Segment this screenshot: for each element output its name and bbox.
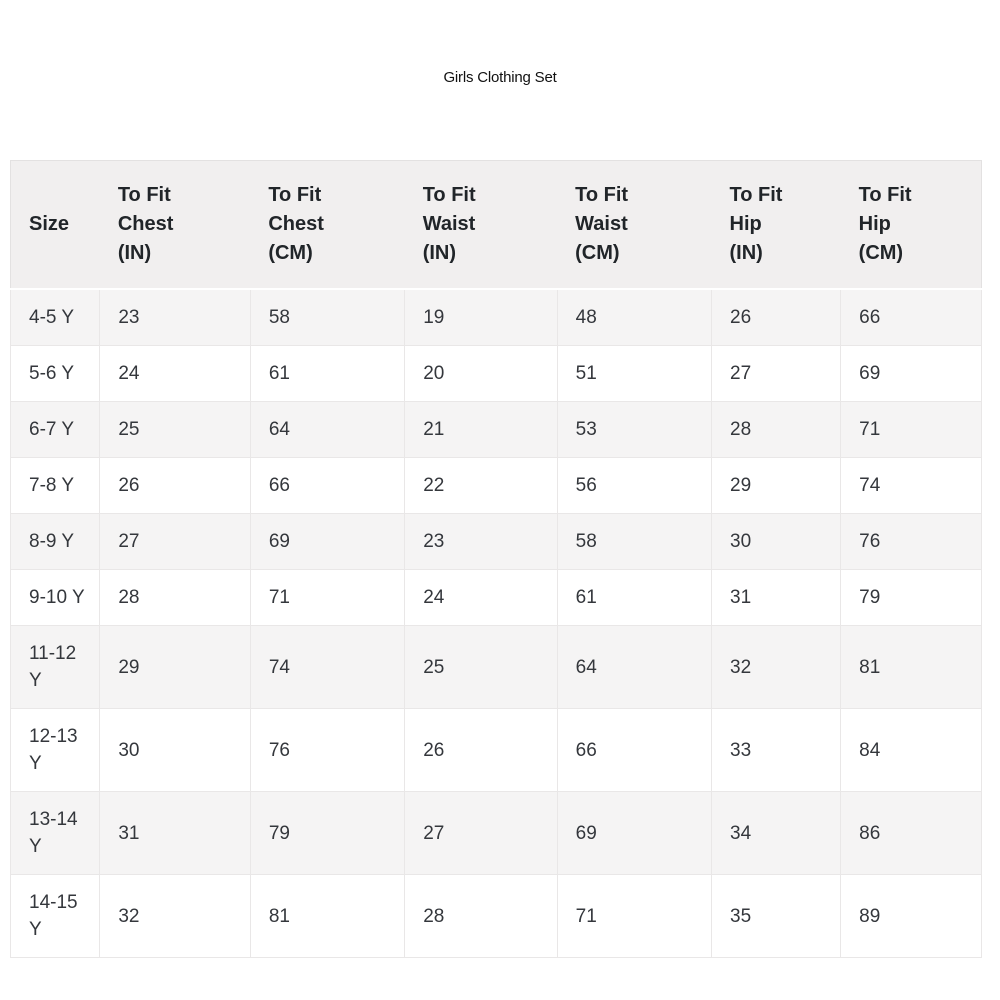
size-cell: 13-14 Y — [9, 791, 101, 875]
measurement-cell: 26 — [99, 457, 251, 514]
measurement-cell: 27 — [99, 513, 251, 570]
measurement-cell: 71 — [556, 874, 713, 958]
measurement-cell: 28 — [99, 569, 251, 626]
measurement-cell: 22 — [404, 457, 558, 514]
measurement-cell: 79 — [249, 791, 406, 875]
column-header: To Fit Waist (IN) — [404, 160, 558, 290]
measurement-cell: 28 — [711, 401, 842, 458]
size-cell: 12-13 Y — [9, 708, 101, 792]
measurement-cell: 66 — [556, 708, 713, 792]
table-row: 9-10 Y 28 71 24 61 31 79 — [9, 569, 982, 626]
measurement-cell: 61 — [556, 569, 713, 626]
measurement-cell: 21 — [404, 401, 558, 458]
measurement-cell: 48 — [556, 288, 713, 346]
table-row: 5-6 Y 24 61 20 51 27 69 — [9, 345, 982, 402]
measurement-cell: 69 — [840, 345, 982, 402]
measurement-cell: 32 — [99, 874, 251, 958]
measurement-cell: 61 — [249, 345, 406, 402]
measurement-cell: 19 — [404, 288, 558, 346]
column-header: To Fit Hip (CM) — [840, 160, 982, 290]
size-cell: 7-8 Y — [9, 457, 101, 514]
measurement-cell: 71 — [249, 569, 406, 626]
size-cell: 11-12 Y — [9, 625, 101, 709]
measurement-cell: 58 — [249, 288, 406, 346]
table-row: 12-13 Y 30 76 26 66 33 84 — [9, 708, 982, 792]
measurement-cell: 66 — [249, 457, 406, 514]
measurement-cell: 31 — [99, 791, 251, 875]
measurement-cell: 66 — [840, 288, 982, 346]
table-row: 13-14 Y 31 79 27 69 34 86 — [9, 791, 982, 875]
measurement-cell: 29 — [711, 457, 842, 514]
column-header: To Fit Chest (IN) — [99, 160, 251, 290]
measurement-cell: 56 — [556, 457, 713, 514]
table-row: 11-12 Y 29 74 25 64 32 81 — [9, 625, 982, 709]
column-header: To Fit Chest (CM) — [250, 160, 405, 290]
table-header: Size To Fit Chest (IN) To Fit Chest (CM) To… — [10, 160, 982, 290]
page-title: Girls Clothing Set — [443, 69, 557, 86]
size-cell: 8-9 Y — [9, 513, 101, 570]
table-row: 8-9 Y 27 69 23 58 30 76 — [9, 513, 982, 570]
column-header: To Fit Hip (IN) — [711, 160, 841, 290]
measurement-cell: 30 — [711, 513, 842, 570]
measurement-cell: 25 — [404, 625, 558, 709]
measurement-cell: 64 — [556, 625, 713, 709]
measurement-cell: 20 — [404, 345, 558, 402]
measurement-cell: 26 — [711, 288, 842, 346]
header-row: Size To Fit Chest (IN) To Fit Chest (CM) To… — [10, 160, 982, 290]
size-cell: 9-10 Y — [9, 569, 101, 626]
table-row: 7-8 Y 26 66 22 56 29 74 — [9, 457, 982, 514]
table-row: 4-5 Y 23 58 19 48 26 66 — [9, 288, 982, 346]
measurement-cell: 74 — [840, 457, 982, 514]
measurement-cell: 51 — [556, 345, 713, 402]
measurement-cell: 26 — [404, 708, 558, 792]
table-row: 14-15 Y 32 81 28 71 35 89 — [9, 874, 982, 958]
size-cell: 4-5 Y — [9, 288, 101, 346]
measurement-cell: 84 — [840, 708, 982, 792]
column-header-size: Size — [10, 160, 100, 290]
measurement-cell: 81 — [840, 625, 982, 709]
size-cell: 14-15 Y — [9, 874, 101, 958]
measurement-cell: 25 — [99, 401, 251, 458]
measurement-cell: 31 — [711, 569, 842, 626]
measurement-cell: 24 — [99, 345, 251, 402]
measurement-cell: 32 — [711, 625, 842, 709]
measurement-cell: 23 — [99, 288, 251, 346]
size-chart-table: Size To Fit Chest (IN) To Fit Chest (CM) To… — [9, 160, 982, 958]
measurement-cell: 64 — [249, 401, 406, 458]
measurement-cell: 69 — [249, 513, 406, 570]
measurement-cell: 58 — [556, 513, 713, 570]
measurement-cell: 71 — [840, 401, 982, 458]
measurement-cell: 27 — [404, 791, 558, 875]
measurement-cell: 86 — [840, 791, 982, 875]
table-row: 6-7 Y 25 64 21 53 28 71 — [9, 401, 982, 458]
measurement-cell: 81 — [249, 874, 406, 958]
measurement-cell: 34 — [711, 791, 842, 875]
column-header: To Fit Waist (CM) — [557, 160, 712, 290]
measurement-cell: 28 — [404, 874, 558, 958]
measurement-cell: 76 — [249, 708, 406, 792]
measurement-cell: 23 — [404, 513, 558, 570]
measurement-cell: 76 — [840, 513, 982, 570]
size-cell: 5-6 Y — [9, 345, 101, 402]
measurement-cell: 33 — [711, 708, 842, 792]
measurement-cell: 27 — [711, 345, 842, 402]
measurement-cell: 69 — [556, 791, 713, 875]
measurement-cell: 74 — [249, 625, 406, 709]
measurement-cell: 35 — [711, 874, 842, 958]
measurement-cell: 24 — [404, 569, 558, 626]
measurement-cell: 53 — [556, 401, 713, 458]
size-cell: 6-7 Y — [9, 401, 101, 458]
measurement-cell: 89 — [840, 874, 982, 958]
measurement-cell: 79 — [840, 569, 982, 626]
measurement-cell: 29 — [99, 625, 251, 709]
measurement-cell: 30 — [99, 708, 251, 792]
